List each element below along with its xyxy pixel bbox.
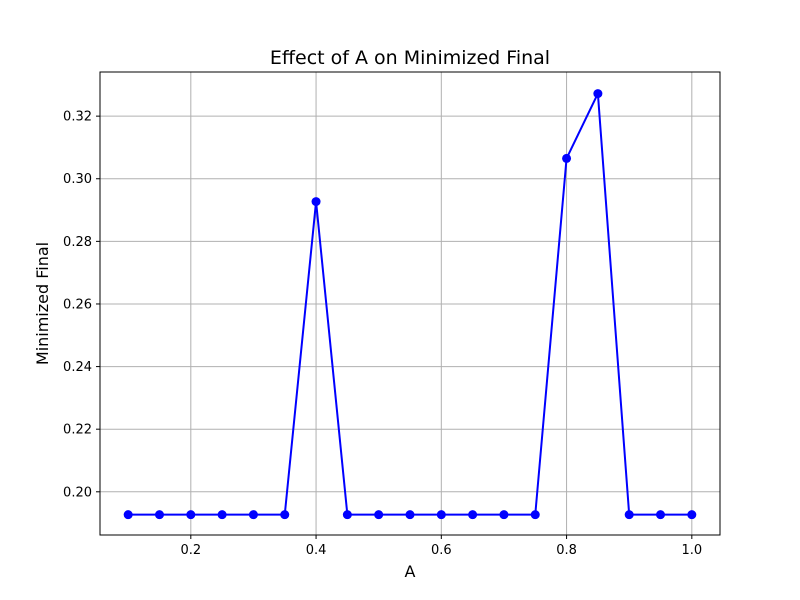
x-axis-title: A: [405, 562, 416, 581]
data-point: [342, 510, 352, 520]
y-tick-label: 0.26: [63, 297, 92, 312]
y-tick-label: 0.22: [63, 423, 92, 438]
data-point: [468, 510, 478, 520]
y-tick-label: 0.30: [63, 172, 92, 187]
data-point: [248, 510, 258, 520]
chart-title: Effect of A on Minimized Final: [270, 47, 550, 69]
x-tick-label: 0.6: [431, 543, 452, 558]
series-layer: [123, 89, 697, 520]
x-tick-label: 0.2: [180, 543, 201, 558]
data-point: [123, 510, 133, 520]
data-point: [624, 510, 634, 520]
x-tick-label: 0.4: [306, 543, 327, 558]
data-point: [687, 510, 697, 520]
data-point: [562, 153, 572, 163]
y-tick-label: 0.32: [63, 110, 92, 125]
data-point: [530, 510, 540, 520]
y-tick-label: 0.28: [63, 235, 92, 250]
data-point: [593, 89, 603, 99]
y-tick-label: 0.20: [63, 485, 92, 500]
data-point: [374, 510, 384, 520]
data-point: [311, 197, 321, 207]
data-point: [154, 510, 164, 520]
data-point: [656, 510, 666, 520]
data-point: [217, 510, 227, 520]
y-axis-title: Minimized Final: [33, 242, 52, 365]
data-point: [186, 510, 196, 520]
data-point: [405, 510, 415, 520]
data-point: [280, 510, 290, 520]
x-tick-label: 1.0: [681, 543, 702, 558]
y-tick-label: 0.24: [63, 360, 92, 375]
x-tick-label: 0.8: [556, 543, 577, 558]
data-point: [499, 510, 509, 520]
grid-lines: [100, 72, 720, 535]
axis-ticks: 0.2 0.4 0.6 0.8 1.0 0.20 0.22 0.24 0.26 0.28 0.30 0…: [63, 110, 702, 558]
data-point: [436, 510, 446, 520]
